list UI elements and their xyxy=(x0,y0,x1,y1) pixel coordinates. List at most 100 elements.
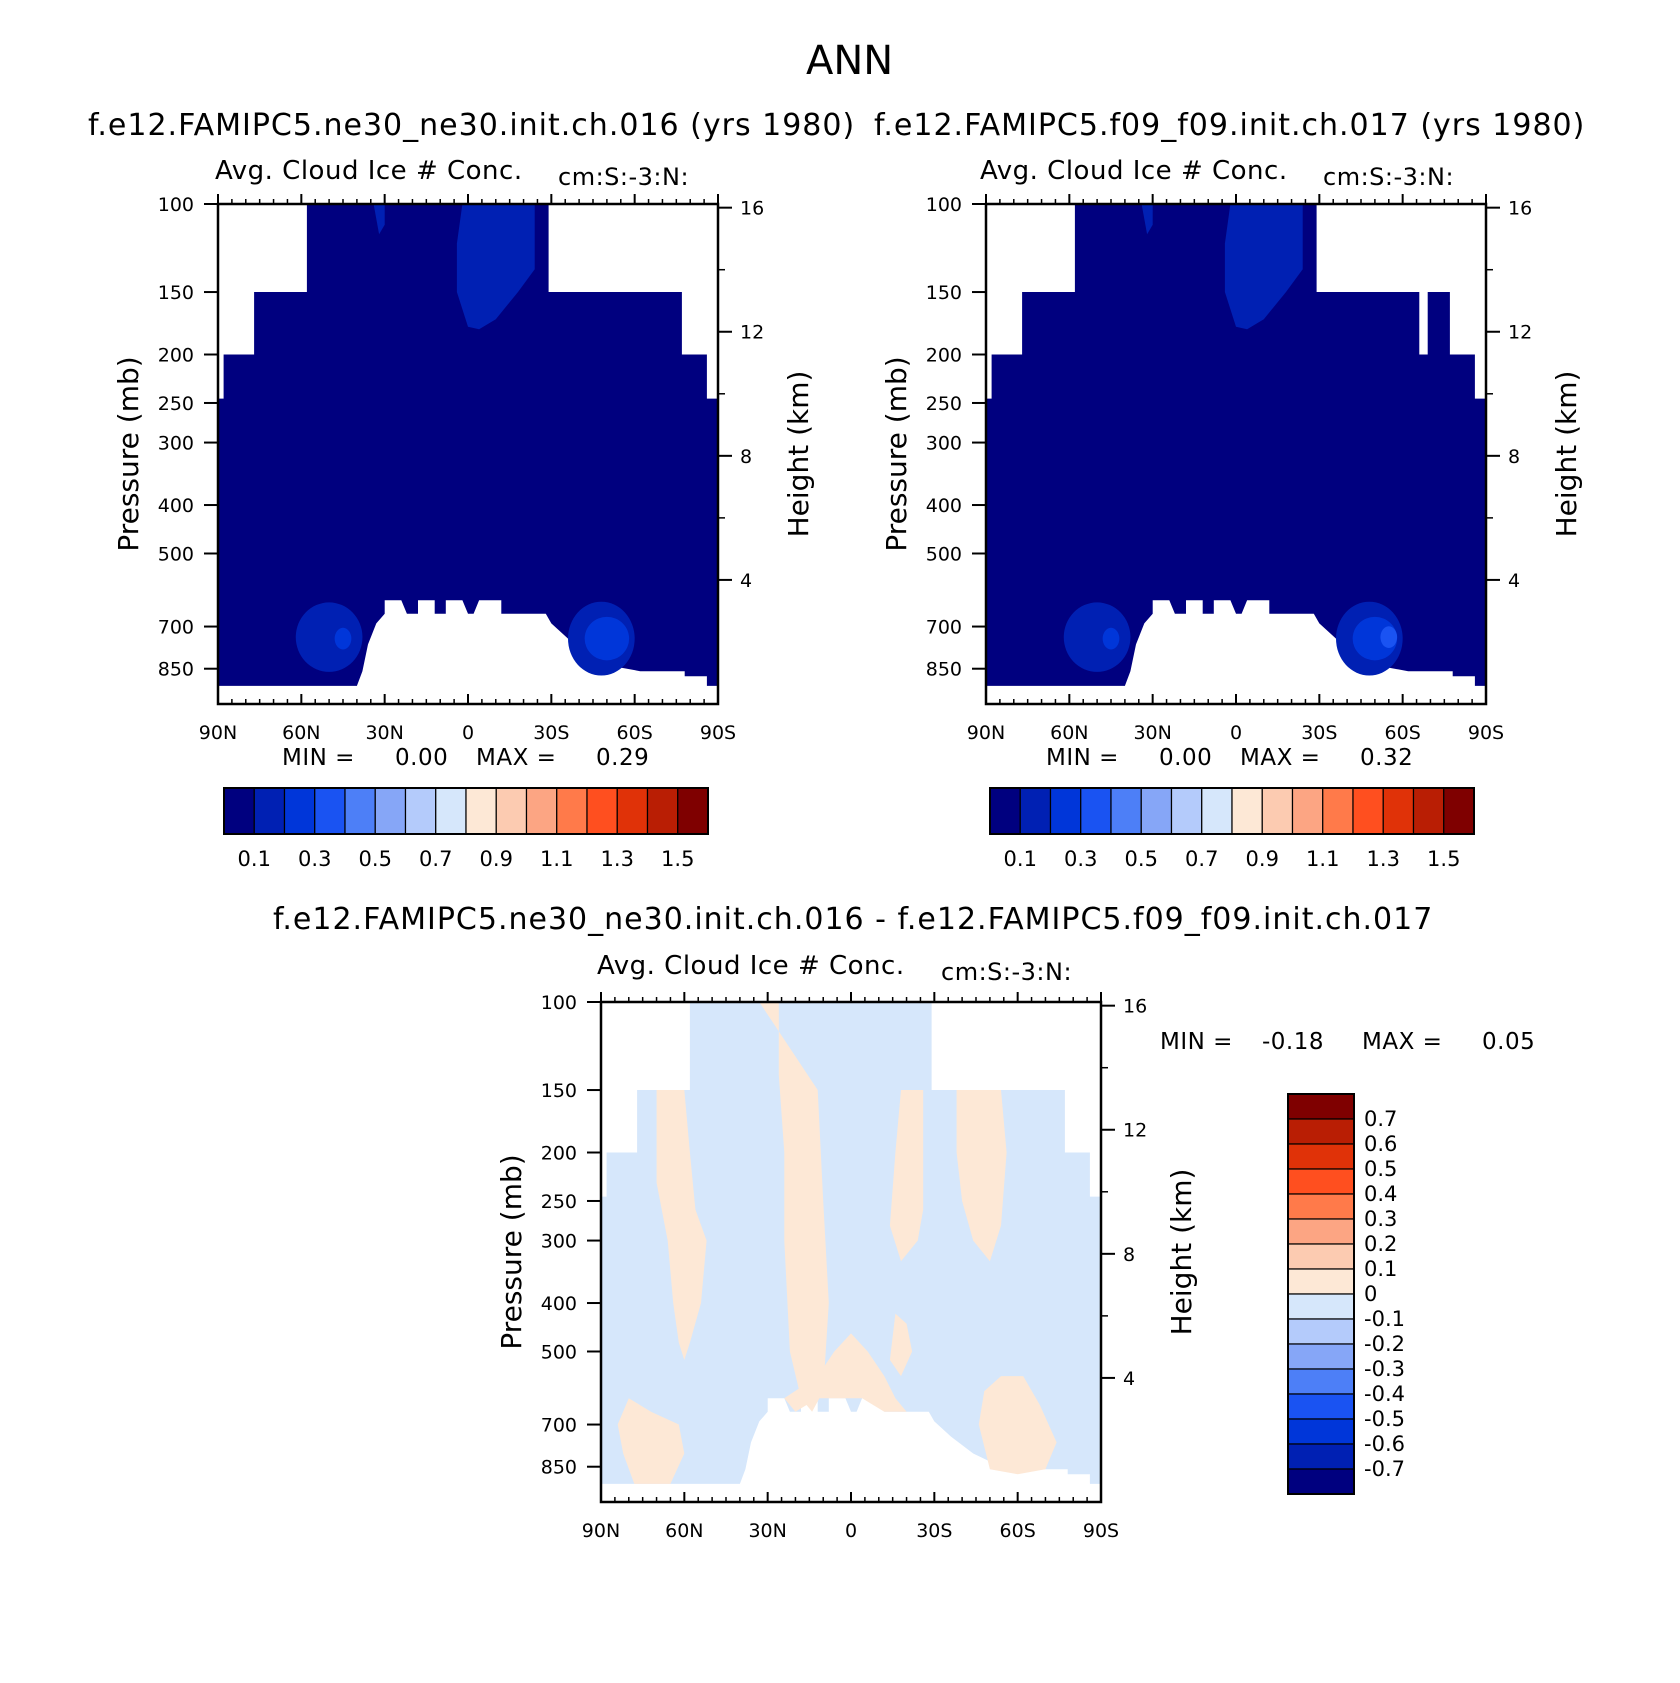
panel-3-y-tick-label: 500 xyxy=(541,1341,577,1363)
panel-3-y-tick-label: 150 xyxy=(541,1080,577,1102)
panel-3-y-tick-label: 850 xyxy=(541,1457,577,1479)
panel-3-field xyxy=(601,1002,1101,1484)
page-title: ANN xyxy=(806,38,894,84)
panel-1-units: cm:S:-3:N: xyxy=(558,163,690,191)
colorbar-box xyxy=(223,787,255,835)
colorbar-label: 0.7 xyxy=(1185,847,1218,871)
colorbar-label: 0.5 xyxy=(1125,847,1158,871)
panel-1-x-tick-label: 30N xyxy=(365,722,403,744)
colorbar-label: 1.5 xyxy=(661,847,694,871)
colorbar-label: 0.9 xyxy=(480,847,513,871)
panel-1-height-tick-label: 8 xyxy=(740,446,752,468)
field-level-0 xyxy=(218,204,718,686)
panel-1-y-tick-label: 700 xyxy=(158,617,194,639)
panel-2-height-tick-label: 8 xyxy=(1508,446,1520,468)
panel-1-y-tick-label: 200 xyxy=(158,345,194,367)
panel-1-case-title: f.e12.FAMIPC5.ne30_ne30.init.ch.016 (yrs… xyxy=(88,108,856,143)
panel-1-y-tick-label: 300 xyxy=(158,433,194,455)
colorbar-label: 0 xyxy=(1364,1282,1377,1306)
panel-3-case-title: f.e12.FAMIPC5.ne30_ne30.init.ch.016 - f.… xyxy=(273,902,1434,937)
field-level-pos xyxy=(889,1090,924,1262)
colorbar-label: 0.9 xyxy=(1246,847,1279,871)
colorbar-label: 0.2 xyxy=(1364,1232,1397,1256)
panel-1-y-tick-label: 250 xyxy=(158,393,194,415)
panel-2-y-tick-label: 200 xyxy=(926,345,962,367)
colorbar-label: 0.5 xyxy=(359,847,392,871)
colorbar-box xyxy=(1231,787,1263,835)
colorbar-label: 0.7 xyxy=(1364,1107,1397,1131)
colorbar-label: -0.2 xyxy=(1364,1332,1405,1356)
field-level-pos xyxy=(784,1333,907,1412)
colorbar-frame xyxy=(989,787,1475,835)
colorbar-box xyxy=(677,787,709,835)
panel-2-max-value: 0.32 xyxy=(1360,745,1414,771)
panel-2-plot: 90N 60N 30N 0 30S 60S 90S 100 150 200 250 300 400 500… xyxy=(880,194,1583,744)
panel-3-x-tick-label: 60S xyxy=(1000,1520,1036,1542)
panel-1-x-tick-label: 60N xyxy=(282,722,320,744)
colorbar-label: 1.1 xyxy=(540,847,573,871)
panel-3-y-tick-label: 400 xyxy=(541,1293,577,1315)
panel-3-x-tick-label: 0 xyxy=(845,1520,857,1542)
panel-1-x-tick-label: 90S xyxy=(700,722,736,744)
panel-1-height-axis-label: Height (km) xyxy=(782,371,815,538)
colorbar-box xyxy=(1287,1243,1355,1270)
colorbar-box xyxy=(646,787,679,835)
field-level-2 xyxy=(1102,627,1120,650)
panel-1-y-tick-label: 400 xyxy=(158,495,194,517)
colorbar-box xyxy=(435,787,467,835)
field-level-1 xyxy=(456,204,535,330)
panel-2-height-axis-label: Height (km) xyxy=(1550,371,1583,538)
colorbar-label: -0.6 xyxy=(1364,1432,1405,1456)
colorbar-label: 1.1 xyxy=(1306,847,1339,871)
panel-3-variable-title: Avg. Cloud Ice # Conc. xyxy=(597,951,905,981)
panel-1-min-label: MIN = xyxy=(282,745,355,771)
colorbar-label: -0.5 xyxy=(1364,1407,1405,1431)
field-level-2 xyxy=(334,627,352,650)
field-level-pos xyxy=(956,1090,1007,1262)
colorbar-label: 0.1 xyxy=(1004,847,1037,871)
colorbar-box xyxy=(989,787,1021,835)
panel-3-height-tick-label: 4 xyxy=(1123,1368,1135,1390)
field-level-pos xyxy=(759,1002,829,1412)
panel-1-y-tick-label: 150 xyxy=(158,282,194,304)
panel-2-y-tick-label: 250 xyxy=(926,393,962,415)
colorbar-label: -0.1 xyxy=(1364,1307,1405,1331)
colorbar-box xyxy=(1287,1143,1355,1170)
colorbar-box xyxy=(1287,1268,1355,1295)
panel-3-x-tick-label: 90S xyxy=(1083,1520,1119,1542)
colorbar-label: -0.7 xyxy=(1364,1457,1405,1481)
panel-2-colorbar: 0.1 0.3 0.5 0.7 0.9 1.1 1.3 1.5 xyxy=(989,787,1475,871)
panel-2-y-tick-label: 850 xyxy=(926,659,962,681)
panel-2-case-title: f.e12.FAMIPC5.f09_f09.init.ch.017 (yrs 1… xyxy=(874,108,1586,143)
field-level-0 xyxy=(986,204,1486,686)
panel-3-min-value: -0.18 xyxy=(1262,1029,1325,1055)
panel-2-x-tick-label: 60N xyxy=(1050,722,1088,744)
colorbar-box xyxy=(1322,787,1354,835)
panel-2-units: cm:S:-3:N: xyxy=(1323,163,1455,191)
field-level-3 xyxy=(1380,626,1398,649)
colorbar-box xyxy=(404,787,437,835)
colorbar-box xyxy=(1110,787,1142,835)
panel-3-y-tick-label: 300 xyxy=(541,1231,577,1253)
colorbar-box xyxy=(1287,1093,1355,1120)
panel-2-max-label: MAX = xyxy=(1240,745,1321,771)
field-level-1 xyxy=(1063,602,1131,672)
panel-2-height-tick-label: 16 xyxy=(1508,198,1532,220)
colorbar-label: 0.1 xyxy=(1364,1257,1397,1281)
colorbar-box xyxy=(556,787,588,835)
panel-2-min-label: MIN = xyxy=(1046,745,1119,771)
colorbar-box xyxy=(465,787,497,835)
colorbar-box xyxy=(1352,787,1384,835)
panel-3-height-tick-label: 12 xyxy=(1123,1120,1147,1142)
colorbar-box xyxy=(586,787,618,835)
colorbar-label: 0.3 xyxy=(298,847,331,871)
panel-2-y-tick-label: 100 xyxy=(926,194,962,216)
colorbar-label: -0.3 xyxy=(1364,1357,1405,1381)
colorbar-label: 0.7 xyxy=(419,847,452,871)
panel-2-x-tick-label: 60S xyxy=(1385,722,1421,744)
colorbar-label: 0.3 xyxy=(1364,1207,1397,1231)
colorbar-frame xyxy=(1287,1093,1355,1495)
field-level-2 xyxy=(584,616,630,661)
panel-3-max-value: 0.05 xyxy=(1482,1029,1536,1055)
